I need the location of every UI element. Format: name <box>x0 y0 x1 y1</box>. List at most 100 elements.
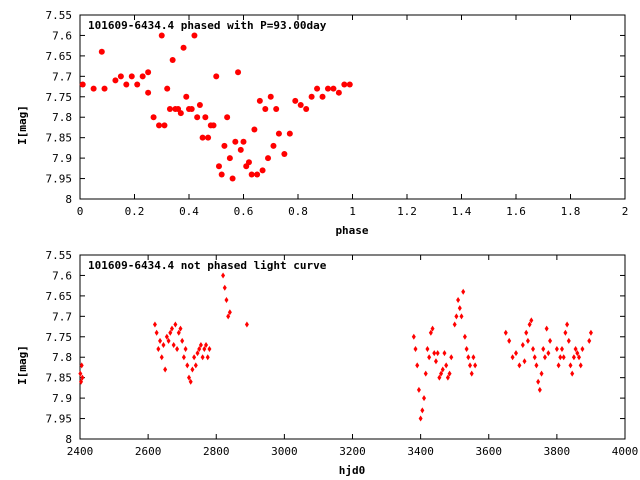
phased-data-point <box>256 97 263 104</box>
phased-y-tick-label: 7.6 <box>52 29 72 42</box>
phased-x-tick-label: 0.4 <box>179 205 199 218</box>
unphased-data-point <box>559 346 564 353</box>
phased-data-point <box>117 73 124 80</box>
unphased-data-point <box>461 288 466 295</box>
unphased-data-point <box>159 354 164 361</box>
unphased-data-point <box>180 337 185 344</box>
unphased-data-point <box>447 370 452 377</box>
unphased-data-point <box>563 329 568 336</box>
unphased-data-point <box>578 362 583 369</box>
unphased-data-point <box>413 346 418 353</box>
phased-data-point <box>267 93 274 100</box>
phased-data-point <box>194 114 201 121</box>
unphased-data-point <box>471 354 476 361</box>
phased-data-point <box>164 85 171 92</box>
unphased-data-point <box>78 370 83 377</box>
phased-data-point <box>128 73 135 80</box>
phased-y-tick-label: 7.95 <box>46 173 73 186</box>
phased-x-tick-label: 1.2 <box>397 205 417 218</box>
unphased-y-tick-label: 7.8 <box>52 351 72 364</box>
phased-data-points <box>79 32 353 182</box>
phased-data-point <box>245 159 252 166</box>
phased-y-tick-label: 7.55 <box>46 9 73 22</box>
unphased-data-point <box>571 354 576 361</box>
unphased-data-point <box>423 370 428 377</box>
unphased-x-tick-label: 3400 <box>407 445 434 458</box>
unphased-data-point <box>566 337 571 344</box>
unphased-data-point <box>577 354 582 361</box>
unphased-data-point <box>532 354 537 361</box>
unphased-data-point <box>187 374 191 381</box>
unphased-data-point <box>226 313 231 320</box>
unphased-data-point <box>202 346 207 353</box>
unphased-data-point <box>205 354 210 361</box>
unphased-data-points <box>78 272 593 422</box>
unphased-data-point <box>166 337 171 344</box>
phased-data-point <box>175 106 182 113</box>
unphased-data-point <box>444 362 449 369</box>
unphased-data-point <box>529 317 534 324</box>
phased-data-point <box>158 32 165 39</box>
unphased-data-point <box>198 341 203 348</box>
unphased-x-tick-label: 2600 <box>135 445 162 458</box>
phased-chart: 101609-6434.4 phased with P=93.00day pha… <box>16 9 628 237</box>
unphased-data-point <box>462 333 467 340</box>
phased-data-point <box>248 171 255 178</box>
unphased-data-point <box>200 354 205 361</box>
phased-data-point <box>180 44 187 51</box>
unphased-data-point <box>514 350 518 357</box>
phased-data-point <box>292 97 299 104</box>
unphased-data-point <box>197 346 202 353</box>
unphased-data-point <box>537 386 542 393</box>
unphased-data-point <box>227 309 232 316</box>
phased-y-tick-label: 7.75 <box>46 91 73 104</box>
phased-x-tick-label: 2 <box>622 205 629 218</box>
phased-y-tick-label: 7.9 <box>52 152 72 165</box>
phased-data-point <box>90 85 97 92</box>
unphased-data-point <box>154 329 159 336</box>
unphased-data-point <box>522 358 527 365</box>
phased-x-tick-label: 1 <box>349 205 356 218</box>
unphased-data-point <box>437 374 442 381</box>
unphased-data-point <box>188 378 193 385</box>
unphased-data-point <box>468 362 473 369</box>
unphased-data-point <box>420 407 425 414</box>
phased-data-point <box>254 171 261 178</box>
phased-data-point <box>205 134 212 141</box>
unphased-data-point <box>454 313 459 320</box>
unphased-x-tick-label: 4000 <box>612 445 639 458</box>
unphased-data-point <box>580 346 585 353</box>
phased-data-point <box>235 69 242 76</box>
unphased-data-point <box>525 337 530 344</box>
unphased-data-point <box>517 362 522 369</box>
phased-x-tick-label: 0.6 <box>234 205 254 218</box>
phased-y-tick-label: 7.7 <box>52 70 72 83</box>
phased-data-point <box>166 106 173 113</box>
phased-data-point <box>240 138 247 145</box>
phased-data-point <box>145 89 152 96</box>
phased-data-point <box>308 93 315 100</box>
unphased-data-point <box>542 354 547 361</box>
phased-data-point <box>281 151 288 158</box>
unphased-x-tick-label: 3800 <box>544 445 571 458</box>
phased-data-point <box>251 126 258 133</box>
unphased-data-point <box>222 284 227 291</box>
unphased-data-point <box>510 354 515 361</box>
phased-data-point <box>145 69 152 76</box>
phased-x-tick-label: 0.8 <box>288 205 308 218</box>
phased-chart-title: 101609-6434.4 phased with P=93.00day <box>88 19 327 32</box>
unphased-data-point <box>464 346 469 353</box>
phased-data-point <box>259 167 266 174</box>
unphased-data-point <box>587 337 592 344</box>
unphased-y-tick-label: 8 <box>65 433 72 446</box>
phased-data-point <box>262 106 269 113</box>
phased-data-point <box>330 85 337 92</box>
unphased-chart-title: 101609-6434.4 not phased light curve <box>88 259 327 272</box>
phased-data-point <box>161 122 168 129</box>
unphased-data-point <box>163 366 168 373</box>
unphased-data-point <box>440 366 445 373</box>
phased-ticks: 0 0.2 0.4 0.6 0.8 1 1.2 1.4 1.6 1.8 2 7.55 7.6 7.65 7.… <box>46 9 629 218</box>
phased-data-point <box>314 85 321 92</box>
unphased-data-point <box>178 325 183 332</box>
unphased-data-point <box>79 362 84 369</box>
